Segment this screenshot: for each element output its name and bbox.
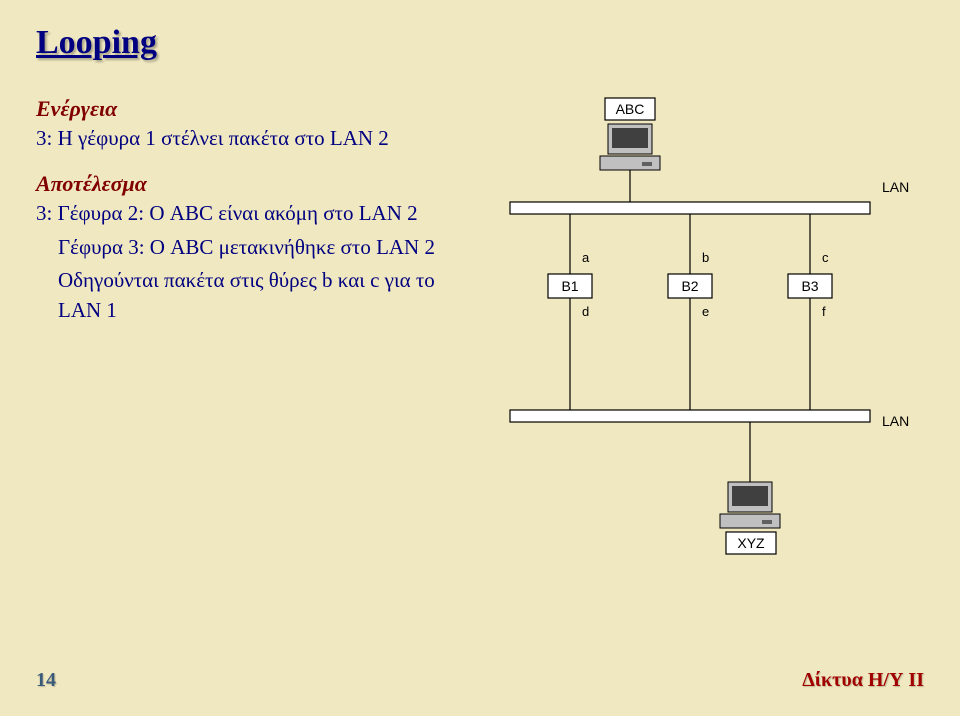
- text-column: Ενέργεια 3: Η γέφυρα 1 στέλνει πακέτα στ…: [36, 90, 436, 570]
- computer-top-icon: [600, 124, 660, 170]
- action-line-1: 3: Η γέφυρα 1 στέλνει πακέτα στο LAN 2: [36, 124, 436, 153]
- diagram-column: ABC LAN 1 a B1: [456, 90, 924, 570]
- result-line-2: Γέφυρα 3: Ο ABC μετακινήθηκε στο LAN 2: [58, 233, 436, 262]
- lan1-label: LAN 1: [882, 179, 910, 195]
- computer-bottom-icon: [720, 482, 780, 528]
- result-line-3: Οδηγούνται πακέτα στις θύρες b και c για…: [58, 266, 436, 325]
- footer-text: Δίκτυα Η/Υ ΙΙ: [802, 669, 924, 692]
- svg-text:B1: B1: [561, 278, 578, 294]
- svg-text:d: d: [582, 304, 589, 319]
- result-line-1: 3: Γέφυρα 2: Ο ABC είναι ακόμη στο LAN 2: [36, 199, 436, 228]
- lan2-bar: [510, 410, 870, 422]
- lan1-bar: [510, 202, 870, 214]
- svg-text:B3: B3: [801, 278, 818, 294]
- network-diagram: ABC LAN 1 a B1: [470, 90, 910, 570]
- page-title: Looping: [36, 24, 924, 62]
- svg-text:a: a: [582, 250, 590, 265]
- content-row: Ενέργεια 3: Η γέφυρα 1 στέλνει πακέτα στ…: [36, 90, 924, 570]
- bridge-1: a B1 d: [548, 214, 592, 410]
- slide: Looping Ενέργεια 3: Η γέφυρα 1 στέλνει π…: [0, 0, 960, 716]
- host-bottom-label: XYZ: [737, 535, 765, 551]
- lan2-label: LAN 2: [882, 413, 910, 429]
- svg-text:B2: B2: [681, 278, 698, 294]
- bridge-3: c B3 f: [788, 214, 832, 410]
- action-heading: Ενέργεια: [36, 96, 436, 122]
- host-top-label: ABC: [616, 101, 645, 117]
- svg-text:e: e: [702, 304, 709, 319]
- svg-text:c: c: [822, 250, 829, 265]
- svg-text:f: f: [822, 304, 826, 319]
- result-heading: Αποτέλεσμα: [36, 171, 436, 197]
- svg-text:b: b: [702, 250, 709, 265]
- page-number: 14: [36, 669, 56, 692]
- bridge-2: b B2 e: [668, 214, 712, 410]
